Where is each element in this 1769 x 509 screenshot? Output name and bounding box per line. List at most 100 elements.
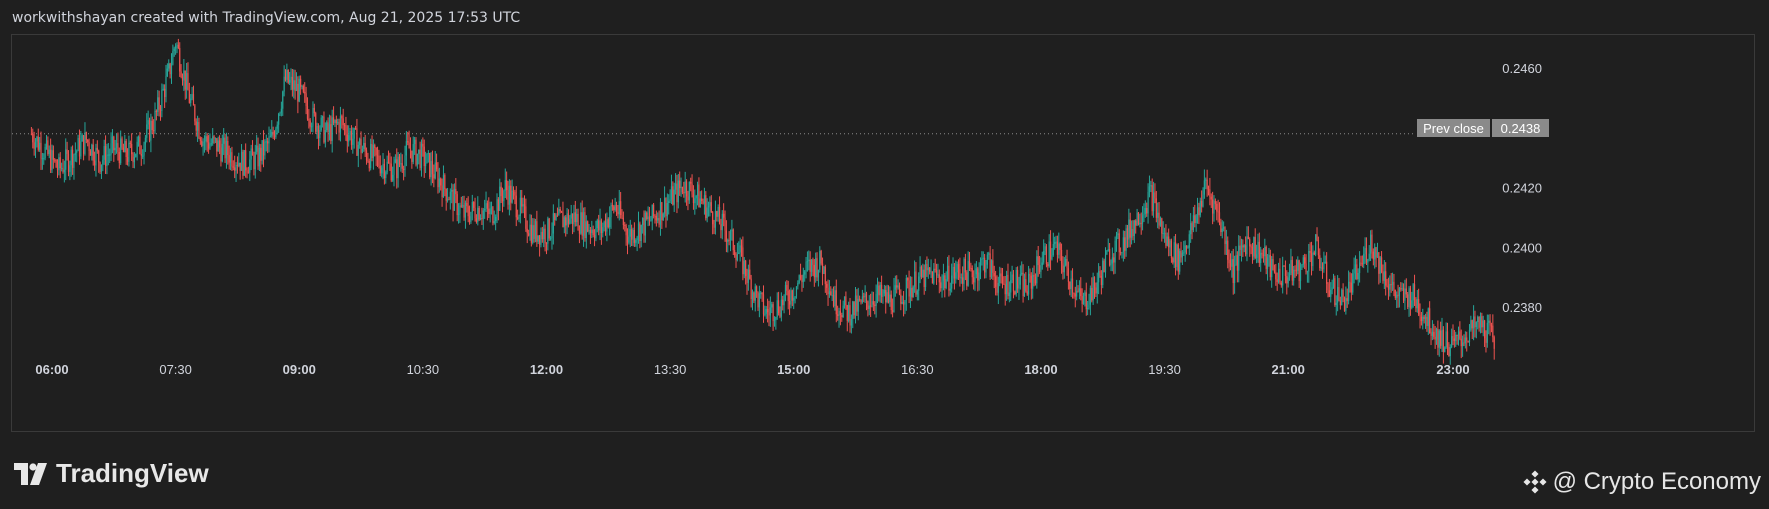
candle-body xyxy=(665,198,667,217)
candle-body xyxy=(229,152,232,163)
candle-body xyxy=(1327,283,1329,291)
candle-body xyxy=(1407,294,1409,307)
candle-body xyxy=(246,170,248,173)
candle-body xyxy=(132,154,134,163)
candle-body xyxy=(705,195,707,219)
candle-body xyxy=(580,212,582,234)
candle-body xyxy=(312,107,314,127)
candle-body xyxy=(609,217,611,228)
candle-body xyxy=(1158,212,1160,226)
candle-body xyxy=(416,153,418,165)
candle-body xyxy=(335,119,337,124)
candle-body xyxy=(367,160,369,162)
candle-body xyxy=(617,211,619,215)
candle-body xyxy=(826,283,828,288)
candle-body xyxy=(666,203,668,217)
candle-body xyxy=(633,230,635,243)
candle-body xyxy=(1125,228,1127,251)
candle-body xyxy=(295,83,298,92)
candle-body xyxy=(445,189,447,201)
candle-body xyxy=(747,269,749,283)
candle-body xyxy=(260,147,262,161)
candle-body xyxy=(929,267,931,272)
candle-body xyxy=(271,131,273,137)
candle-body xyxy=(938,274,940,283)
candle-body xyxy=(1044,246,1046,252)
candle-body xyxy=(41,158,43,160)
candle-body xyxy=(1492,325,1494,338)
candle-body xyxy=(1378,252,1380,274)
candle-body xyxy=(1063,265,1065,273)
candle-body xyxy=(1095,287,1097,294)
candle-body xyxy=(164,88,166,97)
candle-body xyxy=(408,142,410,149)
candle-body xyxy=(841,315,843,318)
candle-body xyxy=(892,310,894,313)
candle-body xyxy=(216,138,218,152)
candle-body xyxy=(554,213,556,220)
candle-body xyxy=(462,205,464,207)
candle-body xyxy=(55,160,57,168)
candle-body xyxy=(1346,298,1348,302)
candle-body xyxy=(982,257,984,259)
candle-body xyxy=(591,229,593,234)
candle-body xyxy=(279,112,281,115)
candle-body xyxy=(415,139,417,165)
candle-body xyxy=(44,147,46,159)
candle-body xyxy=(451,189,453,192)
candle-body xyxy=(643,218,645,236)
candle-body xyxy=(676,183,678,203)
candle-body xyxy=(1004,284,1006,295)
candle-body xyxy=(381,167,383,174)
candle-body xyxy=(1067,268,1070,282)
candle-body xyxy=(213,136,215,139)
candle-body xyxy=(133,156,136,163)
candle-body xyxy=(286,70,288,80)
candle-body xyxy=(1290,260,1292,274)
candle-body xyxy=(1104,254,1107,273)
candle-body xyxy=(1227,240,1229,260)
candle-body xyxy=(1033,274,1035,277)
candle-body xyxy=(940,282,942,289)
candle-body xyxy=(952,266,954,276)
candle-body xyxy=(1091,287,1093,301)
candle-body xyxy=(1337,287,1339,303)
candle-body xyxy=(1483,320,1486,339)
candle-body xyxy=(683,192,685,194)
candle-body xyxy=(753,292,755,301)
candle-body xyxy=(51,150,53,171)
candle-body xyxy=(444,175,446,190)
candle-body xyxy=(911,287,913,298)
candle-body xyxy=(1168,236,1170,248)
candle-body xyxy=(1309,250,1311,253)
candle-body xyxy=(1047,264,1049,267)
candle-body xyxy=(562,212,564,228)
candle-body xyxy=(231,152,233,167)
candle-body xyxy=(856,295,858,312)
candle-body xyxy=(1228,259,1230,264)
candle-body xyxy=(360,138,362,153)
candle-body xyxy=(1161,218,1163,234)
candle-body xyxy=(440,178,442,186)
candle-body xyxy=(957,263,960,270)
candle-body xyxy=(918,276,920,291)
candle-body xyxy=(962,277,964,284)
candle-body xyxy=(1154,192,1156,199)
candle-body xyxy=(886,292,888,303)
candle-body xyxy=(685,181,688,197)
candle-body xyxy=(713,224,715,228)
candle-body xyxy=(528,233,530,236)
candle-body xyxy=(341,116,343,119)
candle-body xyxy=(430,161,432,178)
candle-body xyxy=(1261,252,1263,255)
candle-body xyxy=(687,196,689,201)
candle-body xyxy=(738,252,740,255)
candle-body xyxy=(393,162,395,175)
candle-body xyxy=(359,138,361,145)
candle-body xyxy=(1023,279,1026,297)
candle-body xyxy=(742,247,744,275)
candle-body xyxy=(565,217,567,226)
candle-body xyxy=(206,136,208,143)
candle-body xyxy=(332,117,335,123)
candle-body xyxy=(499,186,501,211)
